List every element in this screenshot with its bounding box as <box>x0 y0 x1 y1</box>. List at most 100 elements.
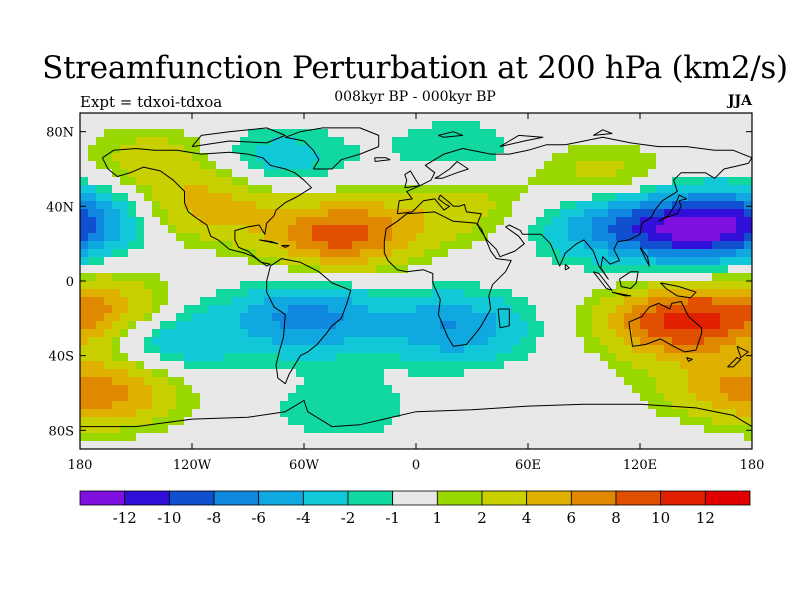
contour-cell <box>656 161 665 170</box>
contour-cell <box>200 433 209 442</box>
contour-cell <box>464 393 473 402</box>
contour-cell <box>512 305 521 314</box>
contour-cell <box>560 385 569 394</box>
contour-cell <box>328 201 337 210</box>
contour-cell <box>504 313 513 322</box>
contour-cell <box>224 417 233 426</box>
contour-cell <box>720 305 729 314</box>
contour-cell <box>128 273 137 282</box>
contour-cell <box>648 425 657 434</box>
contour-cell <box>608 433 617 442</box>
contour-cell <box>96 425 105 434</box>
contour-cell <box>256 377 265 386</box>
contour-cell <box>200 337 209 346</box>
contour-cell <box>312 433 321 442</box>
contour-cell <box>288 369 297 378</box>
contour-cell <box>544 393 553 402</box>
contour-cell <box>160 417 169 426</box>
contour-cell <box>504 201 513 210</box>
contour-cell <box>712 329 721 338</box>
contour-cell <box>320 233 329 242</box>
contour-cell <box>520 177 529 186</box>
contour-cell <box>456 289 465 298</box>
contour-cell <box>480 313 489 322</box>
contour-cell <box>304 441 313 449</box>
contour-cell <box>648 209 657 218</box>
contour-cell <box>256 353 265 362</box>
contour-cell <box>336 121 345 130</box>
y-tick-label: 40N <box>46 200 74 215</box>
contour-cell <box>488 209 497 218</box>
contour-cell <box>456 209 465 218</box>
contour-cell <box>672 393 681 402</box>
contour-cell <box>576 161 585 170</box>
contour-cell <box>200 297 209 306</box>
contour-cell <box>440 233 449 242</box>
contour-cell <box>232 169 241 178</box>
contour-cell <box>408 273 417 282</box>
contour-cell <box>448 121 457 130</box>
contour-cell <box>336 385 345 394</box>
contour-cell <box>440 217 449 226</box>
contour-cell <box>664 257 673 266</box>
colorbar-label: 10 <box>651 509 670 527</box>
contour-cell <box>384 201 393 210</box>
contour-cell <box>128 417 137 426</box>
contour-cell <box>80 137 89 146</box>
contour-cell <box>488 225 497 234</box>
contour-cell <box>576 425 585 434</box>
coastline <box>259 239 279 245</box>
contour-cell <box>688 409 697 418</box>
contour-cell <box>632 225 641 234</box>
contour-cell <box>264 433 273 442</box>
contour-cell <box>344 361 353 370</box>
contour-cell <box>280 385 289 394</box>
contour-cell <box>256 177 265 186</box>
contour-cell <box>488 353 497 362</box>
contour-cell <box>152 257 161 266</box>
contour-cell <box>592 209 601 218</box>
contour-cell <box>664 401 673 410</box>
contour-cell <box>352 233 361 242</box>
contour-cell <box>560 201 569 210</box>
contour-cell <box>736 177 745 186</box>
contour-cell <box>176 345 185 354</box>
contour-cell <box>480 425 489 434</box>
contour-cell <box>592 121 601 130</box>
contour-cell <box>504 289 513 298</box>
contour-cell <box>264 137 273 146</box>
contour-cell <box>200 161 209 170</box>
contour-cell <box>728 129 737 138</box>
contour-cell <box>224 225 233 234</box>
contour-cell <box>552 169 561 178</box>
contour-cell <box>512 217 521 226</box>
contour-cell <box>256 121 265 130</box>
contour-cell <box>600 169 609 178</box>
contour-cell <box>616 217 625 226</box>
contour-cell <box>336 337 345 346</box>
contour-cell <box>176 409 185 418</box>
contour-cell <box>416 201 425 210</box>
contour-cell <box>280 185 289 194</box>
contour-cell <box>416 225 425 234</box>
contour-cell <box>624 401 633 410</box>
contour-cell <box>456 249 465 258</box>
contour-cell <box>120 417 129 426</box>
contour-cell <box>392 153 401 162</box>
contour-cell <box>688 161 697 170</box>
contour-cell <box>232 369 241 378</box>
contour-cell <box>704 369 713 378</box>
contour-cell <box>224 273 233 282</box>
contour-cell <box>664 201 673 210</box>
contour-cell <box>432 313 441 322</box>
contour-cell <box>88 241 97 250</box>
contour-cell <box>744 265 752 274</box>
contour-cell <box>160 385 169 394</box>
contour-cell <box>704 289 713 298</box>
contour-cell <box>376 201 385 210</box>
contour-cell <box>272 353 281 362</box>
contour-cell <box>120 393 129 402</box>
contour-cell <box>536 225 545 234</box>
contour-cell <box>200 409 209 418</box>
contour-cell <box>168 121 177 130</box>
